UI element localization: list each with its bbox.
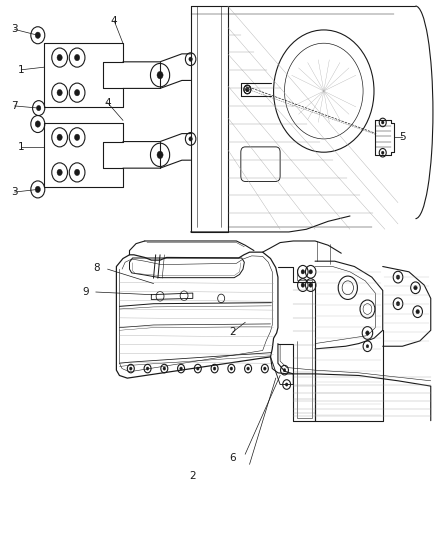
Circle shape xyxy=(246,87,249,92)
Circle shape xyxy=(74,54,80,61)
Circle shape xyxy=(396,302,400,306)
Circle shape xyxy=(283,368,286,372)
Circle shape xyxy=(309,283,312,287)
Circle shape xyxy=(414,286,417,290)
Circle shape xyxy=(213,367,216,370)
Circle shape xyxy=(309,270,312,274)
Circle shape xyxy=(180,367,182,370)
Circle shape xyxy=(381,151,384,155)
Text: 3: 3 xyxy=(11,25,18,35)
Text: 4: 4 xyxy=(104,98,111,108)
Text: 8: 8 xyxy=(93,263,100,272)
Text: 9: 9 xyxy=(82,287,89,297)
Circle shape xyxy=(74,169,80,175)
Circle shape xyxy=(189,57,192,61)
Circle shape xyxy=(35,32,40,38)
Circle shape xyxy=(57,134,62,141)
Text: 6: 6 xyxy=(229,453,235,463)
Circle shape xyxy=(35,186,40,192)
Circle shape xyxy=(396,275,400,279)
Circle shape xyxy=(247,367,249,370)
Circle shape xyxy=(189,137,192,141)
Circle shape xyxy=(301,283,304,287)
Text: 2: 2 xyxy=(230,327,236,337)
Text: 5: 5 xyxy=(399,132,406,142)
Text: 1: 1 xyxy=(18,65,25,75)
Circle shape xyxy=(57,54,62,61)
Circle shape xyxy=(36,106,41,111)
Circle shape xyxy=(264,367,266,370)
Circle shape xyxy=(35,121,40,127)
Circle shape xyxy=(57,90,62,96)
Circle shape xyxy=(163,367,166,370)
Text: 1: 1 xyxy=(18,142,25,152)
Text: 2: 2 xyxy=(190,472,196,481)
Circle shape xyxy=(366,345,369,348)
Circle shape xyxy=(157,71,163,79)
Text: 7: 7 xyxy=(11,101,18,111)
Circle shape xyxy=(74,134,80,141)
Circle shape xyxy=(230,367,233,370)
Circle shape xyxy=(381,121,384,124)
Circle shape xyxy=(366,331,369,335)
Circle shape xyxy=(157,151,163,159)
Circle shape xyxy=(74,90,80,96)
Circle shape xyxy=(286,383,288,386)
Circle shape xyxy=(130,367,132,370)
Circle shape xyxy=(416,310,420,314)
Text: 3: 3 xyxy=(11,187,18,197)
Circle shape xyxy=(197,367,199,370)
Circle shape xyxy=(57,169,62,175)
Circle shape xyxy=(301,270,304,274)
Text: 4: 4 xyxy=(111,16,117,26)
Circle shape xyxy=(246,87,249,92)
Circle shape xyxy=(146,367,149,370)
